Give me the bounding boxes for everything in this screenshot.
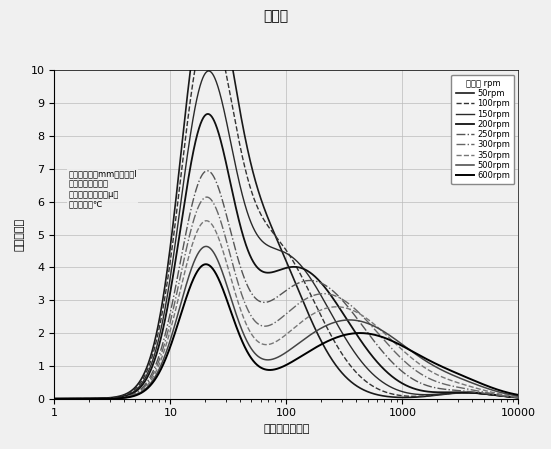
150rpm [132,388,138,394]
500rpm [456,375,463,381]
500rpm [132,392,138,398]
500rpm [203,244,209,249]
Legend: 50rpm, 100rpm, 150rpm, 200rpm, 250rpm, 300rpm, 350rpm, 500rpm, 600rpm: 50rpm, 100rpm, 150rpm, 200rpm, 250rpm, 3… [451,75,514,184]
100rpm [456,390,463,396]
150rpm [104,396,111,401]
500rpm [249,348,256,353]
Y-axis label: 頻度［％］: 頻度［％］ [15,218,25,251]
300rpm [104,396,111,401]
X-axis label: サイズ［ｎｍ］: サイズ［ｎｍ］ [263,424,310,434]
300rpm [249,315,256,321]
50rpm [104,395,111,401]
300rpm [132,392,138,397]
200rpm [229,189,236,195]
Line: 350rpm: 350rpm [55,221,518,399]
500rpm [104,396,111,401]
200rpm [515,395,522,401]
Line: 500rpm: 500rpm [55,247,518,399]
600rpm [456,372,463,377]
100rpm [206,21,213,26]
250rpm [249,292,256,298]
100rpm [249,192,256,197]
600rpm [515,392,522,398]
350rpm [203,218,210,224]
300rpm [203,194,210,200]
Line: 100rpm: 100rpm [55,24,518,399]
200rpm [456,389,463,395]
500rpm [515,393,522,399]
350rpm [515,394,522,400]
50rpm [249,168,256,173]
50rpm [132,385,138,391]
600rpm [203,262,209,267]
600rpm [506,390,513,396]
250rpm [51,396,58,401]
100rpm [506,394,513,400]
Text: 図２８: 図２８ [263,9,288,23]
50rpm [51,396,58,401]
Line: 300rpm: 300rpm [55,197,518,399]
150rpm [229,148,236,154]
300rpm [456,385,463,390]
50rpm [506,394,513,400]
50rpm [456,390,463,396]
600rpm [51,396,58,401]
250rpm [104,396,111,401]
100rpm [515,395,522,401]
Line: 200rpm: 200rpm [55,114,518,399]
350rpm [456,381,463,386]
150rpm [515,395,522,401]
Text: ノーン：６０mm／０．６l
撹拌時間：１５分
添加成分：含有０μ）
温度：２５℃: ノーン：６０mm／０．６l 撹拌時間：１５分 添加成分：含有０μ） 温度：２５℃ [68,169,137,209]
350rpm [51,396,58,401]
500rpm [506,392,513,397]
350rpm [249,333,256,339]
200rpm [204,111,211,117]
350rpm [229,281,236,286]
300rpm [229,260,236,266]
350rpm [132,392,138,397]
150rpm [206,68,212,74]
200rpm [104,396,111,401]
Line: 150rpm: 150rpm [55,71,518,399]
350rpm [104,396,111,401]
500rpm [51,396,58,401]
250rpm [229,236,236,241]
250rpm [456,388,463,393]
250rpm [132,391,138,396]
100rpm [229,104,236,110]
350rpm [506,393,513,398]
300rpm [506,394,513,399]
200rpm [51,396,58,401]
100rpm [51,396,58,401]
Line: 600rpm: 600rpm [55,264,518,399]
150rpm [506,394,513,400]
600rpm [229,313,236,319]
600rpm [104,396,111,401]
300rpm [515,395,522,400]
600rpm [132,393,138,398]
200rpm [249,258,256,263]
100rpm [132,387,138,392]
150rpm [456,390,463,396]
50rpm [515,395,522,401]
50rpm [229,65,236,70]
Line: 250rpm: 250rpm [55,171,518,399]
100rpm [104,396,111,401]
Line: 50rpm: 50rpm [55,0,518,399]
200rpm [132,389,138,395]
300rpm [51,396,58,401]
250rpm [515,395,522,400]
200rpm [506,394,513,400]
500rpm [229,300,236,306]
250rpm [506,394,513,400]
150rpm [249,224,256,229]
150rpm [51,396,58,401]
250rpm [204,168,210,173]
600rpm [249,357,256,363]
